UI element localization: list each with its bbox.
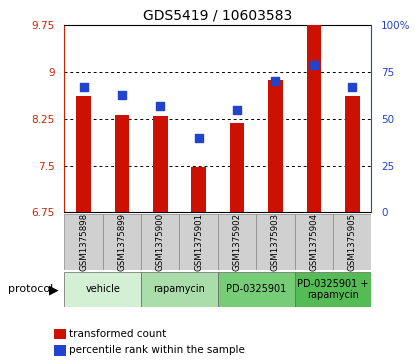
Text: transformed count: transformed count <box>69 329 166 339</box>
Point <box>234 107 240 113</box>
Point <box>119 92 125 98</box>
Text: GSM1375903: GSM1375903 <box>271 213 280 272</box>
Bar <box>218 272 295 307</box>
Text: GSM1375900: GSM1375900 <box>156 213 165 272</box>
Bar <box>141 214 180 270</box>
Bar <box>268 79 283 212</box>
Bar <box>76 96 91 212</box>
Text: PD-0325901: PD-0325901 <box>226 285 286 294</box>
Text: rapamycin: rapamycin <box>154 285 205 294</box>
Point <box>310 62 317 68</box>
Bar <box>64 214 103 270</box>
Title: GDS5419 / 10603583: GDS5419 / 10603583 <box>143 9 293 23</box>
Text: percentile rank within the sample: percentile rank within the sample <box>69 345 244 355</box>
Text: protocol: protocol <box>8 285 54 294</box>
Bar <box>218 214 256 270</box>
Point <box>195 135 202 140</box>
Text: GSM1375901: GSM1375901 <box>194 213 203 272</box>
Bar <box>54 329 66 339</box>
Point <box>349 84 356 90</box>
Text: ▶: ▶ <box>49 283 59 296</box>
Text: GSM1375898: GSM1375898 <box>79 213 88 272</box>
Text: GSM1375899: GSM1375899 <box>117 213 127 271</box>
Text: GSM1375905: GSM1375905 <box>348 213 357 272</box>
Text: vehicle: vehicle <box>85 285 120 294</box>
Bar <box>307 25 321 212</box>
Bar <box>180 214 218 270</box>
Point <box>272 79 279 85</box>
Bar <box>54 345 66 356</box>
Bar <box>230 123 244 212</box>
Bar <box>345 96 359 212</box>
Text: GSM1375902: GSM1375902 <box>232 213 242 272</box>
Bar <box>103 214 141 270</box>
Bar <box>295 272 371 307</box>
Point <box>157 103 164 109</box>
Bar <box>64 272 141 307</box>
Text: PD-0325901 +
rapamycin: PD-0325901 + rapamycin <box>298 279 369 300</box>
Text: GSM1375904: GSM1375904 <box>309 213 318 272</box>
Bar <box>191 167 206 212</box>
Bar <box>333 214 371 270</box>
Bar <box>256 214 295 270</box>
Bar <box>295 214 333 270</box>
Bar <box>153 116 168 212</box>
Bar <box>141 272 218 307</box>
Point <box>80 84 87 90</box>
Bar <box>115 114 129 212</box>
